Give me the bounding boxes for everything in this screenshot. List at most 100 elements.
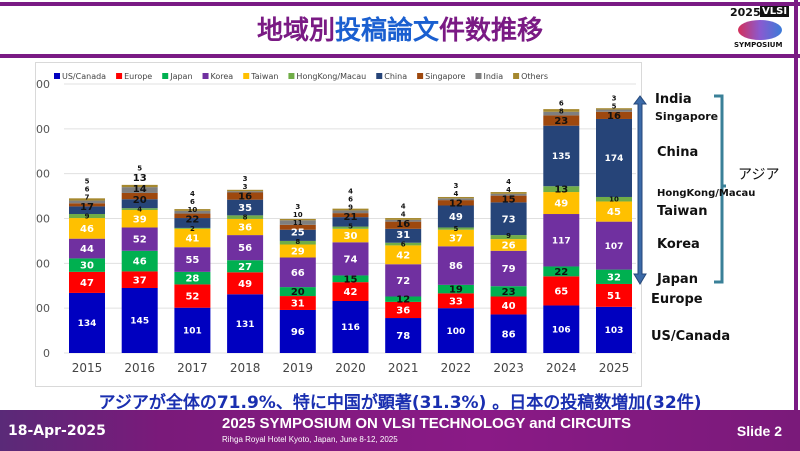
bar-segment — [332, 213, 369, 218]
data-label: 46 — [80, 224, 94, 235]
bar-segment — [69, 258, 105, 272]
legend-swatch — [202, 73, 209, 79]
logo-sub: SYMPOSIUM — [734, 41, 783, 49]
data-label: 42 — [396, 250, 410, 261]
bar-segment — [121, 208, 158, 210]
data-label: 56 — [238, 243, 252, 254]
bar-segment — [69, 238, 105, 259]
bar-segment — [174, 307, 211, 353]
bar-segment — [596, 196, 632, 202]
bar-segment — [279, 244, 316, 258]
data-label: 45 — [607, 207, 621, 218]
double-arrow-icon — [633, 95, 647, 285]
data-label: 6 — [559, 100, 564, 108]
data-label: 5 — [85, 178, 90, 186]
bar-segment — [490, 192, 527, 194]
data-label: 74 — [344, 254, 358, 265]
data-label: 4 — [453, 190, 458, 198]
legend-label: Korea — [211, 72, 234, 81]
bar-segment — [227, 235, 264, 261]
data-label: 30 — [344, 231, 358, 242]
bar-segment — [385, 242, 422, 246]
data-label: 23 — [554, 116, 568, 127]
bar-segment — [227, 294, 264, 353]
bar-segment — [543, 214, 580, 267]
y-tick-label: 200 — [36, 257, 50, 270]
bar-segment — [279, 229, 316, 241]
bar-segment — [69, 200, 105, 204]
bar-segment — [543, 125, 580, 187]
bar-segment — [279, 240, 316, 245]
x-tick-label: 2017 — [177, 361, 208, 375]
bar-segment — [227, 191, 264, 193]
side-label: HongKong/Macau — [657, 188, 756, 199]
data-label: 21 — [344, 212, 358, 223]
data-label: 31 — [291, 299, 305, 310]
bar-segment — [279, 224, 316, 230]
data-label: 20 — [291, 287, 305, 298]
logo-year: 2025 — [730, 6, 761, 19]
legend-swatch — [417, 73, 424, 79]
bar-segment — [437, 205, 474, 228]
data-label: 106 — [552, 325, 571, 335]
bar-segment — [385, 245, 422, 265]
bar-segment — [385, 221, 422, 229]
bar-segment — [174, 247, 211, 272]
data-label: 4 — [348, 188, 353, 196]
data-label: 135 — [552, 152, 571, 162]
bar-segment — [596, 111, 632, 119]
bar-segment — [69, 214, 105, 219]
data-label: 10 — [293, 211, 303, 219]
data-label: 33 — [449, 296, 463, 307]
bar-segment — [437, 200, 474, 206]
data-label: 73 — [502, 214, 516, 225]
bar-segment — [332, 217, 369, 227]
data-label: 12 — [449, 198, 463, 209]
legend-swatch — [54, 73, 60, 79]
data-label: 10 — [188, 206, 198, 214]
data-label: 49 — [449, 212, 463, 223]
bar-segment — [490, 195, 527, 203]
title-part: 地域別 — [256, 16, 335, 46]
globe-icon — [738, 20, 782, 40]
data-label: 4 — [506, 178, 511, 186]
data-label: 37 — [449, 234, 463, 245]
side-label: Japan — [657, 272, 698, 287]
bar-segment — [69, 206, 105, 215]
legend-label: Japan — [169, 72, 192, 81]
data-label: 3 — [243, 183, 248, 191]
bar-segment — [596, 108, 632, 110]
bar-segment — [174, 271, 211, 285]
legend-swatch — [243, 73, 250, 79]
bar-segment — [174, 228, 211, 248]
bar-segment — [227, 192, 264, 200]
title-underline — [0, 54, 800, 58]
data-label: 65 — [554, 287, 568, 298]
bar-segment — [490, 296, 527, 315]
bar-segment — [174, 210, 211, 214]
data-label: 4 — [401, 211, 406, 219]
top-border — [0, 2, 800, 6]
bar-segment — [543, 276, 580, 306]
data-label: 49 — [238, 279, 252, 290]
legend-label: HongKong/Macau — [296, 72, 366, 81]
x-tick-label: 2018 — [230, 361, 261, 375]
data-label: 16 — [238, 192, 252, 203]
data-label: 72 — [396, 276, 410, 287]
bar-segment — [69, 292, 105, 353]
legend-swatch — [513, 73, 520, 79]
data-label: 3 — [453, 182, 458, 190]
data-label: 8 — [559, 108, 564, 116]
data-label: 145 — [130, 317, 149, 327]
side-label: Korea — [657, 237, 700, 252]
bar-segment — [543, 111, 580, 116]
data-label: 13 — [554, 185, 568, 196]
chart-panel: 0100200300400500600134473044469177652015… — [35, 62, 642, 387]
bar-segment — [437, 198, 474, 201]
slide-title: 地域別投稿論文件数推移 — [0, 10, 800, 47]
data-label: 36 — [238, 223, 252, 234]
data-label: 101 — [183, 327, 202, 337]
y-tick-label: 400 — [36, 168, 50, 181]
bar-segment — [279, 220, 316, 225]
